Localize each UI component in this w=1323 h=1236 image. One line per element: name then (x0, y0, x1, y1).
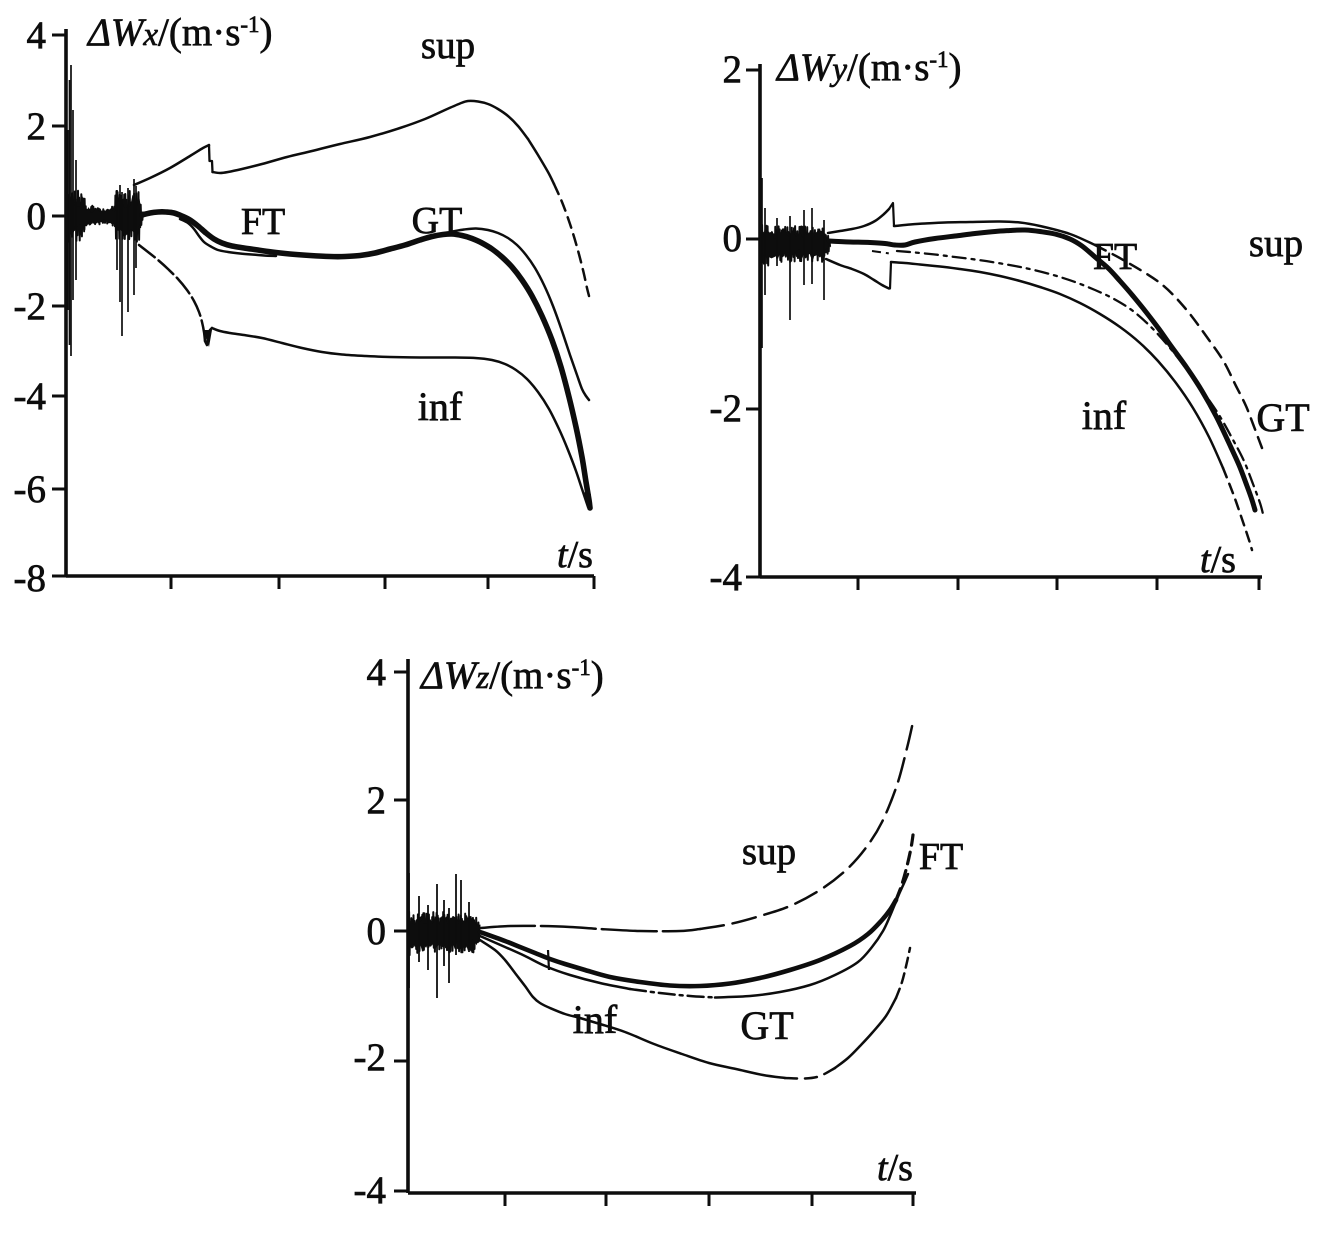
svg-text:-2: -2 (354, 1036, 387, 1079)
svg-text:-2: -2 (14, 285, 47, 328)
svg-text:FT: FT (241, 201, 285, 243)
svg-text:2: 2 (367, 779, 387, 822)
svg-text:0: 0 (723, 217, 743, 260)
svg-text:-4: -4 (354, 1169, 387, 1212)
svg-text:2: 2 (27, 105, 47, 148)
svg-text:inf: inf (1082, 393, 1127, 438)
svg-text:4: 4 (367, 651, 387, 694)
svg-text:-4: -4 (710, 556, 743, 599)
svg-text:GT: GT (740, 1003, 793, 1048)
svg-text:0: 0 (367, 910, 387, 953)
svg-text:inf: inf (418, 384, 463, 429)
svg-text:sup: sup (742, 830, 796, 873)
svg-text:-8: -8 (14, 557, 47, 600)
svg-text:FT: FT (1093, 236, 1137, 278)
svg-text:inf: inf (573, 997, 618, 1042)
svg-text:-6: -6 (14, 468, 47, 511)
svg-text:ΔWz/(m·s-1): ΔWz/(m·s-1) (419, 654, 604, 697)
svg-text:ΔWx/(m·s-1): ΔWx/(m·s-1) (86, 11, 273, 54)
svg-text:GT: GT (1256, 395, 1309, 440)
svg-text:sup: sup (421, 24, 475, 67)
svg-text:ΔWy/(m·s-1): ΔWy/(m·s-1) (775, 46, 962, 89)
svg-text:0: 0 (27, 195, 47, 238)
svg-text:4: 4 (27, 14, 47, 57)
svg-text:sup: sup (1249, 222, 1303, 265)
svg-text:FT: FT (919, 836, 963, 878)
svg-text:t/s: t/s (557, 534, 593, 576)
svg-text:2: 2 (723, 48, 743, 91)
svg-text:-4: -4 (14, 375, 47, 418)
svg-text:t/s: t/s (1200, 539, 1236, 581)
svg-text:t/s: t/s (877, 1147, 913, 1189)
svg-text:-2: -2 (710, 387, 743, 430)
